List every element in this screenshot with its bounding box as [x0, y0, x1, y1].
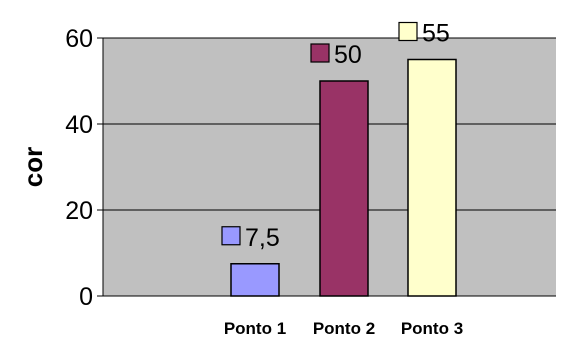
data-label-key-1 [221, 226, 241, 246]
data-label-2: 50 [334, 41, 362, 69]
y-tick-label: 60 [65, 25, 93, 53]
data-label-key-3 [398, 21, 418, 42]
bar-3 [407, 58, 457, 297]
data-label-1: 7,5 [245, 224, 280, 252]
y-axis-title: cor [18, 147, 48, 187]
bar-2 [319, 80, 369, 297]
y-tick-label: 40 [65, 111, 93, 139]
category-label: Ponto 1 [224, 319, 286, 338]
data-labels: 7,5 50 55 [221, 20, 450, 252]
data-label-key-2 [310, 43, 330, 63]
category-label: Ponto 2 [313, 319, 375, 338]
data-label-3: 55 [422, 20, 450, 48]
y-axis-ticks: 0 20 40 60 [65, 25, 103, 311]
bar-1 [230, 263, 280, 297]
category-label: Ponto 3 [401, 319, 463, 338]
y-tick-label: 20 [65, 197, 93, 225]
category-labels: Ponto 1 Ponto 2 Ponto 3 [224, 319, 463, 338]
y-tick-label: 0 [79, 283, 93, 311]
